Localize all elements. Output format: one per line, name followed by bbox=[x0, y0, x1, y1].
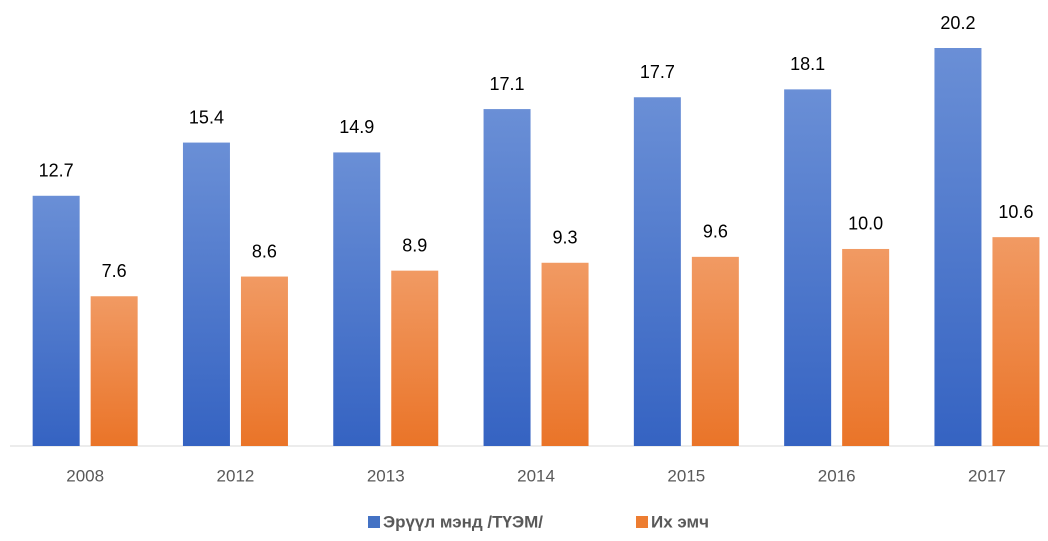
legend-label: Эрүүл мэнд /ТҮЭМ/ bbox=[383, 512, 543, 531]
bar bbox=[842, 248, 890, 446]
value-label: 9.6 bbox=[703, 222, 728, 242]
value-label: 10.6 bbox=[998, 202, 1033, 222]
value-label: 7.6 bbox=[102, 261, 127, 281]
bar bbox=[633, 97, 681, 447]
bar bbox=[333, 152, 381, 447]
x-tick-label: 2015 bbox=[667, 466, 705, 485]
bar bbox=[992, 237, 1040, 446]
bar bbox=[182, 142, 230, 446]
bar bbox=[784, 89, 832, 447]
value-label: 18.1 bbox=[790, 54, 825, 74]
legend-label: Их эмч bbox=[651, 512, 709, 531]
value-label: 8.6 bbox=[252, 241, 277, 261]
legend-swatch bbox=[636, 516, 648, 528]
value-label: 9.3 bbox=[553, 228, 578, 248]
value-label: 20.2 bbox=[940, 13, 975, 33]
value-label: 8.9 bbox=[402, 235, 427, 255]
bar bbox=[691, 256, 739, 446]
value-label: 17.1 bbox=[490, 74, 525, 94]
value-label: 10.0 bbox=[848, 214, 883, 234]
value-label: 12.7 bbox=[39, 161, 74, 181]
bar bbox=[934, 48, 982, 446]
x-tick-label: 2016 bbox=[818, 466, 856, 485]
x-tick-label: 2014 bbox=[517, 466, 555, 485]
bar bbox=[483, 109, 531, 446]
legend-swatch bbox=[368, 516, 380, 528]
bar bbox=[541, 262, 589, 446]
bar bbox=[90, 296, 138, 446]
x-tick-label: 2013 bbox=[367, 466, 405, 485]
value-label: 17.7 bbox=[640, 62, 675, 82]
x-tick-label: 2008 bbox=[66, 466, 104, 485]
value-label: 14.9 bbox=[339, 117, 374, 137]
bar bbox=[391, 270, 439, 446]
x-tick-label: 2017 bbox=[968, 466, 1006, 485]
value-label: 15.4 bbox=[189, 107, 224, 127]
bar bbox=[32, 195, 80, 446]
bar bbox=[240, 276, 288, 446]
x-tick-label: 2012 bbox=[217, 466, 255, 485]
